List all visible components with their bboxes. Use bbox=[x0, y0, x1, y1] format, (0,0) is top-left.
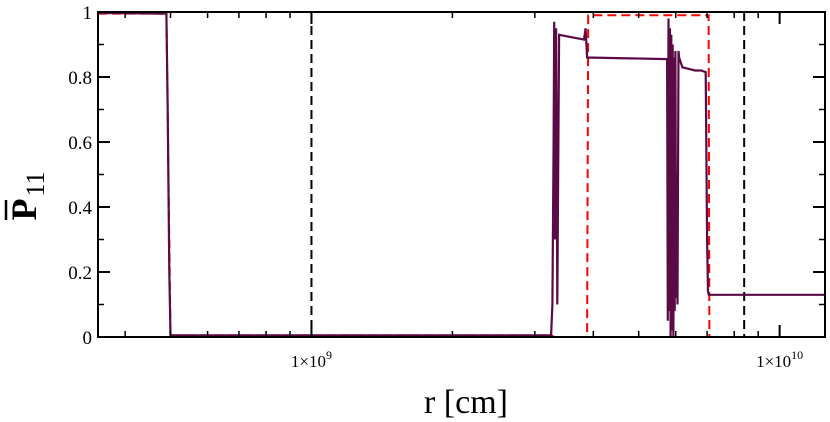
x-tick-label-mantissa: 1×10 bbox=[756, 352, 791, 371]
x-tick-label: 1×109 bbox=[291, 348, 332, 371]
x-axis-title: r [cm] bbox=[424, 384, 508, 421]
x-tick-label-exponent: 10 bbox=[791, 348, 803, 362]
x-tick-label: 1×1010 bbox=[756, 348, 803, 371]
y-axis-title-main: P bbox=[4, 199, 44, 221]
y-tick-label: 0.8 bbox=[68, 68, 92, 89]
y-axis-title: P 11 bbox=[4, 171, 50, 220]
plot-lines bbox=[97, 11, 825, 338]
y-tick-label: 0 bbox=[83, 328, 93, 349]
series-line-1 bbox=[98, 12, 825, 338]
plot-frame bbox=[97, 11, 826, 338]
y-tick-label: 1 bbox=[83, 3, 93, 24]
series-line-2 bbox=[97, 11, 825, 338]
x-tick-label-exponent: 9 bbox=[326, 348, 332, 362]
y-tick-label: 0.4 bbox=[68, 198, 92, 219]
y-axis-title-sub: 11 bbox=[21, 171, 50, 196]
x-tick-label-mantissa: 1×10 bbox=[291, 352, 326, 371]
ticks: 00.20.40.60.811×109 1×1010 bbox=[68, 3, 825, 371]
axes bbox=[97, 11, 826, 338]
y-tick-label: 0.6 bbox=[68, 133, 92, 154]
svg-text:P11: P 11 bbox=[4, 171, 50, 220]
y-tick-label: 0.2 bbox=[68, 263, 92, 284]
